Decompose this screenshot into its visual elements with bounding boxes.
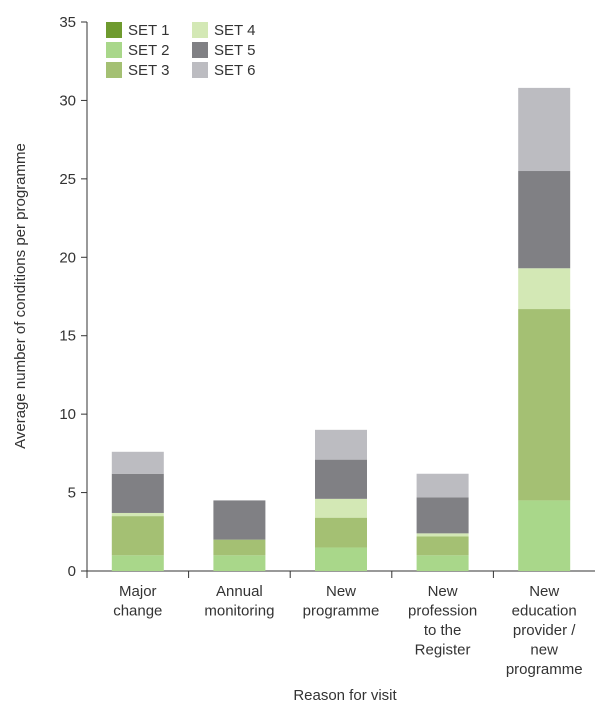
bar-segment-set-6 <box>416 473 469 498</box>
x-axis-title: Reason for visit <box>293 687 397 704</box>
legend-swatch <box>106 22 122 38</box>
legend-swatch <box>192 62 208 78</box>
bar-segment-set-3 <box>213 539 266 556</box>
legend-label: SET 5 <box>214 42 255 59</box>
bar-segment-set-2 <box>213 555 266 571</box>
y-tick-label: 35 <box>59 14 76 31</box>
legend-label: SET 6 <box>214 62 255 79</box>
y-tick-label: 20 <box>59 249 76 266</box>
bar-segment-set-2 <box>111 555 164 571</box>
legend-swatch <box>192 22 208 38</box>
legend-label: SET 3 <box>128 62 169 79</box>
bar-segment-set-6 <box>518 87 571 172</box>
bar-segment-set-3 <box>416 536 469 556</box>
y-tick-label: 30 <box>59 92 76 109</box>
bar-segment-set-5 <box>315 459 367 499</box>
bar-segment-set-5 <box>416 497 469 534</box>
y-tick-label: 10 <box>59 406 76 423</box>
bar-segment-set-5 <box>518 171 571 269</box>
bar-segment-set-3 <box>315 517 367 548</box>
bar-segment-set-3 <box>518 309 571 501</box>
bar-segment-set-4 <box>518 268 571 310</box>
legend-label: SET 2 <box>128 42 169 59</box>
legend: SET 1 SET 2 SET 3 SET 4 SET 5 SET 6 <box>106 22 255 79</box>
bar-segment-set-2 <box>518 500 571 571</box>
bar-segment-set-3 <box>111 516 164 556</box>
y-tick-label: 15 <box>59 328 76 345</box>
bar-segment-set-2 <box>416 555 469 571</box>
x-category-label: New programme <box>303 583 380 620</box>
x-category-label: New education provider / new programme <box>506 583 583 678</box>
bar-segment-set-4 <box>416 533 469 537</box>
bar-segment-set-4 <box>111 512 164 517</box>
axes-layer: 0 5 10 15 20 25 30 35 Major change Annual monitorin… <box>59 14 595 678</box>
x-category-label: New profession to the Register <box>408 583 477 659</box>
y-axis-title: Average number of conditions per program… <box>12 143 29 449</box>
y-tick-label: 5 <box>68 485 76 502</box>
legend-label: SET 4 <box>214 22 255 39</box>
legend-swatch <box>106 62 122 78</box>
bar-segment-set-5 <box>111 473 164 513</box>
x-category-label: Major change <box>113 583 162 620</box>
bar-segment-set-5 <box>213 500 266 540</box>
bar-segment-set-6 <box>111 451 164 474</box>
bar-segment-set-4 <box>315 498 367 518</box>
x-category-label: Annual monitoring <box>204 583 274 620</box>
bars-layer <box>111 87 571 571</box>
legend-swatch <box>106 42 122 58</box>
legend-swatch <box>192 42 208 58</box>
bar-segment-set-2 <box>315 547 367 571</box>
y-tick-label: 0 <box>68 563 76 580</box>
legend-label: SET 1 <box>128 22 169 39</box>
bar-segment-set-6 <box>315 429 367 460</box>
y-tick-label: 25 <box>59 171 76 188</box>
